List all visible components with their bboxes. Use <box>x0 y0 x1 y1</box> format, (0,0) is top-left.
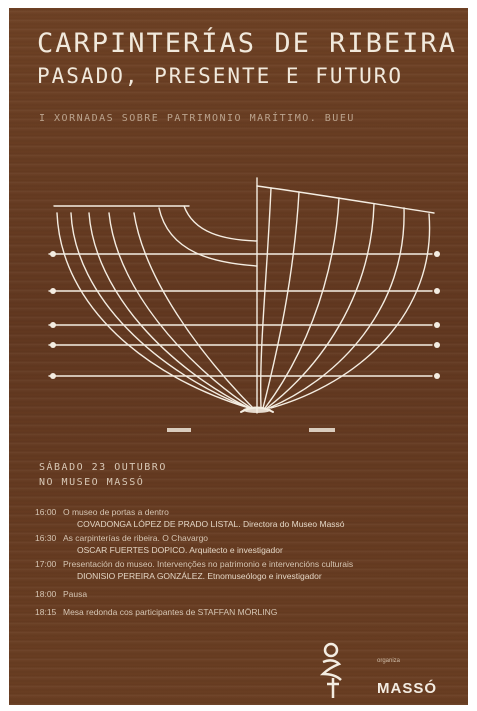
programme-time: 17:00 <box>35 559 57 569</box>
programme-item: 18:15 Mesa redonda cos participantes de S… <box>35 606 445 618</box>
programme-item: 17:00 Presentación do museo. Intervenções… <box>35 558 445 582</box>
event-date-block: SÁBADO 23 OUTUBRO NO MUSEO MASSÓ <box>39 460 167 490</box>
programme-line: 18:00 Pausa <box>35 588 445 600</box>
drawing-label-left <box>167 428 191 432</box>
programme-line: 17:00 Presentación do museo. Intervenções… <box>35 558 445 570</box>
programme-time: 18:00 <box>35 589 57 599</box>
station-marker <box>434 322 440 328</box>
event-date: SÁBADO 23 OUTUBRO <box>39 462 167 473</box>
programme-time: 18:15 <box>35 607 57 617</box>
programme-speaker: DIONISIO PEREIRA GONZÁLEZ. Etnomuseólogo… <box>77 571 322 581</box>
station-marker <box>434 251 440 257</box>
programme-title: O museo de portas a dentro <box>63 507 169 517</box>
keel-glow <box>243 407 271 413</box>
programme-time: 16:00 <box>35 507 57 517</box>
station-marker <box>50 322 56 328</box>
sheer-line <box>256 185 435 214</box>
massó-logo: MASSÓ <box>377 680 438 697</box>
station-marker <box>50 342 56 348</box>
poster-title: CARPINTERÍAS DE RIBEIRA <box>37 28 457 59</box>
poster: CARPINTERÍAS DE RIBEIRA PASADO, PRESENTE… <box>9 8 468 705</box>
programme-speaker: COVADONGA LÓPEZ DE PRADO LISTAL. Directo… <box>77 519 345 529</box>
programme-title: Mesa redonda cos participantes de STAFFA… <box>63 607 278 617</box>
station-marker <box>50 251 56 257</box>
programme-title: Pausa <box>63 589 88 599</box>
station-marker <box>50 288 56 294</box>
programme-title: As carpinterías de ribeira. O Chavargo <box>63 533 209 543</box>
programme-title: Presentación do museo. Intervenções no p… <box>63 559 354 569</box>
station-marker <box>434 342 440 348</box>
drawing-label-right <box>309 428 335 432</box>
programme-line: 18:15 Mesa redonda cos participantes de S… <box>35 606 445 618</box>
programme-line: 16:00 O museo de portas a dentro <box>35 506 445 518</box>
station-marker <box>50 373 56 379</box>
programme-item: 16:30 As carpinterías de ribeira. O Chava… <box>35 532 445 556</box>
programme-item: 16:00 O museo de portas a dentro COVADONGA… <box>35 506 445 530</box>
programme-time: 16:30 <box>35 533 57 543</box>
station-marker <box>434 288 440 294</box>
event-venue: NO MUSEO MASSÓ <box>39 477 145 488</box>
hull-lines-drawing <box>48 177 440 432</box>
station-marker <box>434 373 440 379</box>
programme-line: 16:30 As carpinterías de ribeira. O Chava… <box>35 532 445 544</box>
event-series: I XORNADAS SOBRE PATRIMONIO MARÍTIMO. BU… <box>39 113 355 124</box>
organiser-label: organiza <box>377 658 401 664</box>
poster-subtitle-line: PASADO, PRESENTE E FUTURO <box>37 64 404 88</box>
programme-item: 18:00 Pausa <box>35 588 445 600</box>
programme-speaker: OSCAR FUERTES DOPICO. Arquitecto e inves… <box>77 545 283 555</box>
programme-list: 16:00 O museo de portas a dentro COVADONGA… <box>35 506 445 620</box>
anchor-rope-logo-icon <box>319 642 342 698</box>
